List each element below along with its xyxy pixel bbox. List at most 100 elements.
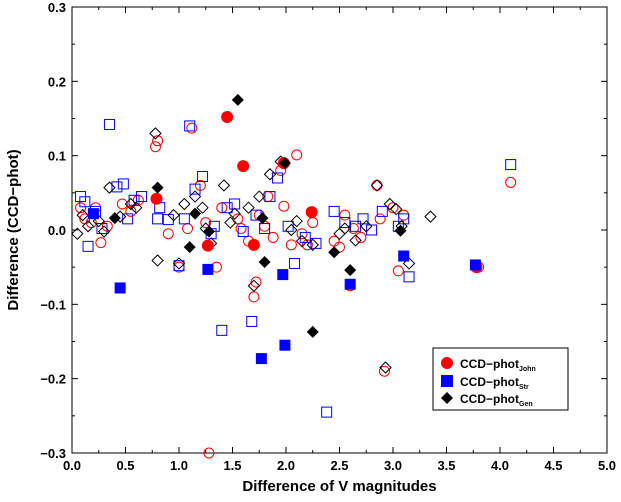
data-point-john-open [505, 176, 517, 188]
data-point-str-open [178, 213, 190, 225]
data-point-gen-open [178, 197, 191, 211]
data-point-str-open [505, 159, 517, 171]
data-point-str-open [197, 170, 209, 182]
data-point-john-open [186, 122, 198, 134]
x-tick-label: 0.0 [63, 458, 81, 473]
data-point-gen-open [76, 208, 89, 222]
data-point-str-filled [87, 208, 99, 220]
data-point-str-open [229, 198, 241, 210]
y-tick-label: 0.0 [48, 223, 66, 238]
data-point-gen-open [81, 220, 95, 233]
legend-marker-gen [441, 392, 453, 404]
legend-label-john: CCD−photJohn [460, 357, 536, 373]
data-point-john-open [149, 141, 161, 153]
data-point-john-open [95, 237, 107, 249]
data-point-john-filled [221, 111, 234, 124]
data-point-str-filled [469, 259, 481, 271]
y-tick-label: −0.1 [40, 297, 66, 312]
data-point-gen-open [228, 207, 241, 220]
data-point-gen-filled [344, 264, 357, 277]
data-point-john-open [235, 223, 247, 235]
data-point-str-open [173, 260, 185, 272]
y-tick-label: 0.1 [48, 149, 66, 164]
data-point-john-filled [237, 160, 250, 173]
data-point-john-open [392, 265, 404, 277]
x-tick-label: 2.5 [330, 458, 348, 473]
data-point-gen-open [390, 202, 403, 216]
data-point-gen-filled [108, 212, 121, 225]
data-point-str-open [321, 406, 333, 418]
legend-label-gen: CCD−photGen [460, 392, 533, 408]
legend-marker-str [441, 375, 453, 387]
data-point-john-filled [305, 206, 318, 219]
data-point-gen-open [151, 254, 164, 267]
data-point-str-filled [279, 339, 291, 351]
data-point-str-open [82, 240, 94, 252]
data-point-gen-open [92, 214, 105, 228]
data-point-str-open [184, 120, 196, 132]
legend: CCD−photJohn CCD−photStr CCD−photGen [432, 347, 569, 411]
data-point-john-open [250, 276, 262, 288]
data-point-gen-filled [256, 212, 269, 225]
data-point-str-filled [114, 282, 126, 294]
data-point-str-open [259, 223, 271, 235]
x-tick-label: 3.0 [384, 458, 402, 473]
data-point-gen-filled [306, 325, 319, 338]
data-point-john-open [355, 231, 367, 243]
data-point-gen-open [285, 223, 298, 237]
data-point-str-filled [202, 263, 214, 275]
data-point-gen-open [247, 279, 261, 292]
data-point-gen-filled [202, 225, 215, 238]
x-tick-label: 2.0 [277, 458, 295, 473]
data-point-str-open [246, 315, 258, 327]
data-point-john-open [162, 228, 174, 240]
data-point-gen-open [172, 257, 186, 270]
data-point-john-filled [150, 192, 163, 205]
data-point-gen-open [217, 179, 231, 192]
data-point-john-open [339, 209, 351, 221]
data-point-gen-open [253, 190, 266, 203]
data-point-str-open [122, 213, 134, 225]
data-point-gen-filled [183, 241, 196, 254]
x-tick-label: 3.5 [437, 458, 455, 473]
data-point-gen-filled [258, 255, 271, 268]
data-point-john-open [347, 223, 359, 235]
data-point-gen-open [290, 214, 303, 228]
x-tick-label: 4.5 [544, 458, 562, 473]
data-point-str-open [79, 196, 91, 208]
data-point-gen-open [295, 234, 309, 248]
legend-box [432, 347, 569, 411]
y-tick-label: 0.3 [48, 0, 66, 15]
data-point-gen-filled [231, 93, 244, 106]
data-point-str-open [111, 181, 123, 193]
data-point-gen-filled [278, 157, 291, 170]
data-point-john-open [278, 200, 290, 212]
data-point-gen-open [242, 201, 255, 214]
data-point-john-filled [247, 238, 260, 251]
data-point-john-open [291, 149, 303, 161]
data-point-str-filled [277, 269, 289, 281]
data-point-str-open [310, 237, 322, 249]
data-point-john-open [301, 239, 313, 251]
data-point-str-open [136, 191, 148, 203]
data-point-gen-open [402, 257, 416, 270]
data-point-gen-filled [328, 246, 341, 259]
x-tick-label: 0.5 [116, 458, 134, 473]
legend-label-str: CCD−photStr [460, 375, 529, 391]
data-point-str-open [237, 225, 249, 237]
data-point-str-open [339, 217, 351, 229]
data-point-str-open [103, 118, 115, 130]
data-point-john-open [378, 365, 390, 377]
data-point-gen-open [360, 220, 373, 233]
data-point-gen-open [383, 197, 396, 211]
legend-marker-john [441, 357, 453, 369]
data-point-str-open [189, 183, 201, 195]
data-point-gen-open [306, 238, 319, 252]
data-point-john-open [285, 239, 297, 251]
data-point-john-open [200, 217, 212, 229]
data-point-str-open [328, 205, 340, 217]
data-point-gen-open [188, 190, 202, 203]
data-point-gen-open [224, 216, 237, 229]
y-tick-label: −0.2 [40, 372, 66, 387]
